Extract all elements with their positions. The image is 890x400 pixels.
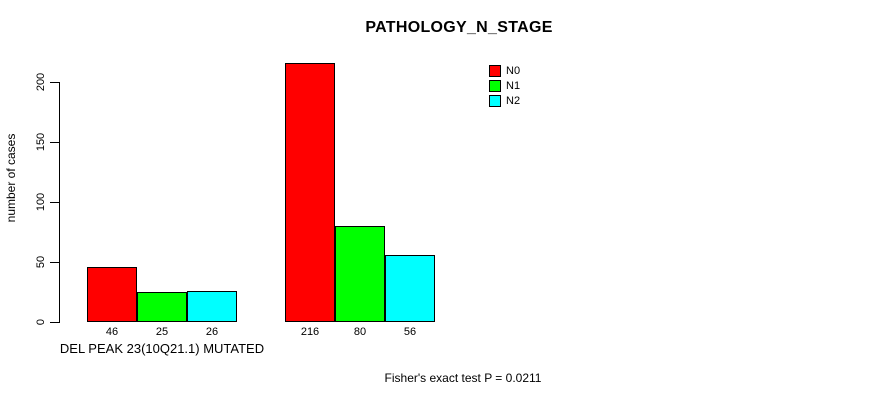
- bar-N0-group1: [87, 267, 137, 322]
- y-tick: [50, 142, 60, 143]
- bar-value-label: 26: [205, 326, 219, 338]
- bar-value-label: 25: [155, 326, 169, 338]
- legend: N0 N1 N2: [489, 65, 520, 110]
- y-tick-label: 50: [35, 255, 47, 269]
- legend-row: N0: [489, 65, 520, 77]
- bar-N1-group1: [137, 292, 187, 322]
- y-tick-label: 0: [35, 318, 47, 326]
- bar-N0-group2: [285, 63, 335, 322]
- stat-annotation: Fisher's exact test P = 0.0211: [384, 371, 542, 385]
- legend-swatch-N1: [489, 80, 501, 92]
- y-tick: [50, 322, 60, 323]
- y-tick: [50, 202, 60, 203]
- legend-label: N1: [506, 80, 521, 92]
- y-tick-label: 100: [35, 192, 47, 212]
- legend-label: N2: [506, 95, 521, 107]
- legend-swatch-N2: [489, 95, 501, 107]
- bar-value-label: 216: [300, 326, 320, 338]
- x-axis-group-label: DEL PEAK 23(10Q21.1) MUTATED: [59, 341, 265, 356]
- legend-row: N1: [489, 80, 520, 92]
- y-tick: [50, 262, 60, 263]
- bar-N1-group2: [335, 226, 385, 322]
- chart-title: PATHOLOGY_N_STAGE: [365, 19, 553, 36]
- bar-N2-group2: [385, 255, 435, 322]
- y-tick: [50, 82, 60, 83]
- legend-row: N2: [489, 95, 520, 107]
- bar-value-label: 80: [353, 326, 367, 338]
- bar-value-label: 56: [403, 326, 417, 338]
- y-tick-label: 200: [35, 72, 47, 92]
- legend-swatch-N0: [489, 65, 501, 77]
- y-tick-label: 150: [35, 132, 47, 152]
- y-axis-label: number of cases: [4, 133, 18, 223]
- legend-label: N0: [506, 65, 521, 77]
- bar-N2-group1: [187, 291, 237, 322]
- bar-value-label: 46: [105, 326, 119, 338]
